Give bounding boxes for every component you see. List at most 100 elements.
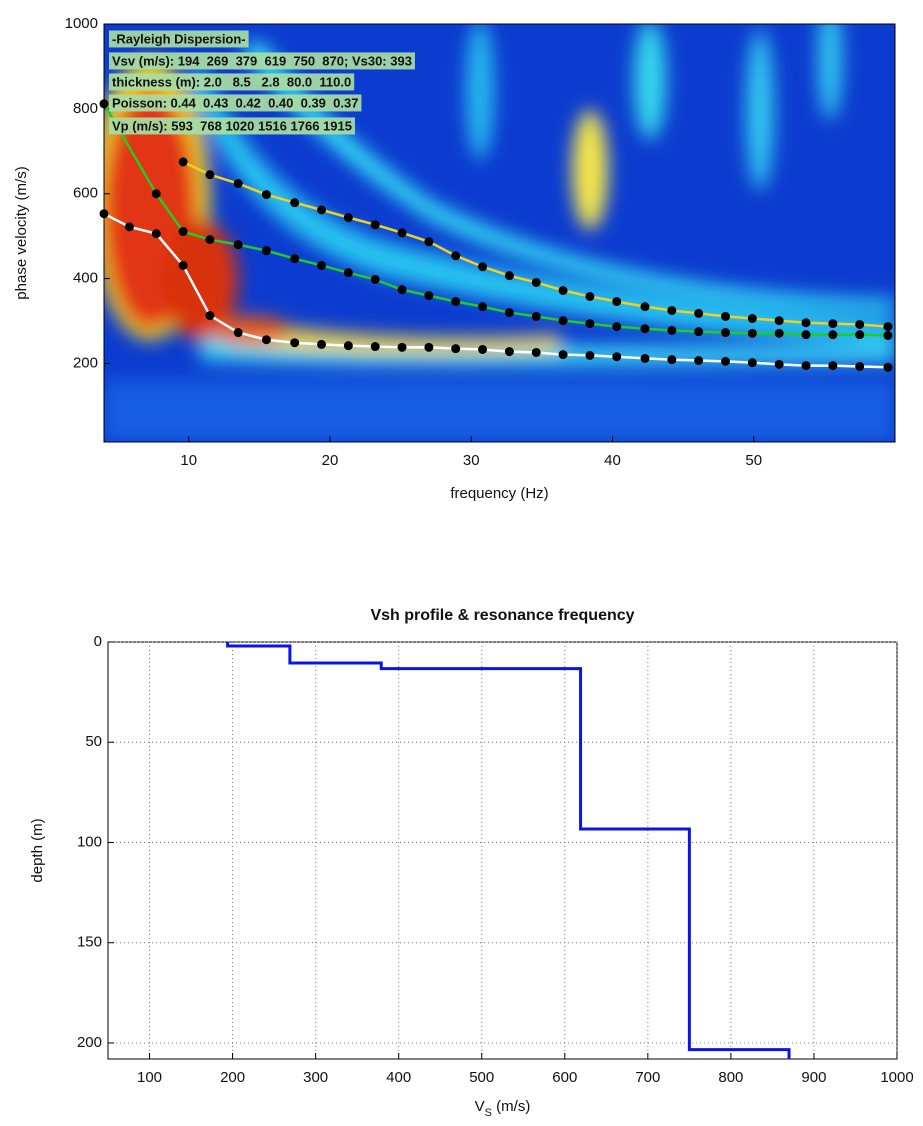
pick-point — [558, 350, 568, 360]
pick-point — [99, 99, 109, 109]
pick-point — [612, 297, 622, 307]
pick-point — [370, 220, 380, 230]
pick-point — [558, 286, 568, 296]
y-tick-label: 200 — [73, 354, 98, 371]
pick-point — [667, 305, 677, 315]
pick-point — [451, 297, 461, 307]
pick-point — [343, 268, 353, 278]
pick-point — [612, 352, 622, 362]
pick-point — [317, 260, 327, 270]
annotation: Vp (m/s): 593 768 1020 1516 1766 1915 — [112, 118, 352, 133]
pick-point — [451, 344, 461, 354]
pick-point — [178, 227, 188, 237]
x-tick-label: 600 — [552, 1069, 577, 1086]
x-tick-label: 30 — [463, 452, 480, 469]
pick-point — [774, 328, 784, 338]
x-tick-label: 700 — [635, 1069, 660, 1086]
pick-point — [747, 328, 757, 338]
pick-point — [151, 189, 161, 199]
plot-frame — [103, 23, 896, 443]
annotation-bg — [109, 73, 355, 91]
pick-point — [290, 338, 300, 348]
pick-point — [774, 359, 784, 369]
pick-point — [205, 235, 215, 245]
x-axis-label-part: (m/s) — [492, 1098, 530, 1115]
pick-point — [370, 274, 380, 284]
pick-point — [640, 353, 650, 363]
plot-frame — [107, 641, 898, 1060]
pick-point — [205, 170, 215, 180]
pick-point — [531, 311, 541, 321]
x-tick-label: 50 — [745, 452, 762, 469]
pick-point — [317, 205, 327, 215]
pick-point — [721, 311, 730, 321]
pick-point — [178, 260, 188, 270]
dispersion-chart: 10 20 30 40 50 200 400 600 800 1000 frequency (Hz)… — [13, 15, 893, 502]
pick-point — [828, 361, 838, 371]
pick-point — [397, 228, 407, 238]
pick-point — [343, 213, 353, 223]
pick-point — [828, 319, 838, 329]
pick-point — [585, 350, 595, 360]
pick-point — [233, 240, 243, 250]
x-axis-label: frequency (Hz) — [450, 485, 548, 502]
chart-title: Vsh profile & resonance frequency — [370, 607, 634, 624]
pick-point — [451, 251, 461, 261]
pick-point — [205, 311, 215, 321]
pick-point — [397, 342, 407, 352]
x-tick-label: 400 — [386, 1069, 411, 1086]
pick-point — [585, 319, 595, 329]
y-tick-label: 400 — [73, 270, 98, 287]
pick-point — [774, 316, 784, 326]
pick-point — [694, 356, 704, 366]
x-tick-label: 300 — [303, 1069, 328, 1086]
annotation: -Rayleigh Dispersion- — [112, 31, 246, 46]
pick-point — [828, 330, 838, 340]
pick-point — [290, 254, 300, 264]
pick-point — [721, 328, 730, 338]
pick-point — [261, 246, 271, 256]
pick-point — [640, 302, 650, 312]
pick-point — [694, 327, 704, 337]
pick-point — [667, 325, 677, 335]
x-tick-label: 200 — [220, 1069, 245, 1086]
pick-point — [883, 362, 893, 372]
pick-point — [531, 277, 541, 287]
pick-point — [640, 324, 650, 334]
x-tick-label: 100 — [137, 1069, 162, 1086]
x-tick-label: 10 — [180, 452, 197, 469]
pick-point — [883, 330, 893, 340]
y-tick-label: 50 — [85, 733, 102, 750]
annotation-bg — [109, 117, 355, 135]
pick-point — [747, 358, 757, 368]
x-tick-label: 1000 — [880, 1069, 913, 1086]
pick-point — [124, 222, 134, 232]
pick-point — [667, 355, 677, 365]
profile-chart: 100 200 300 400 500 600 700 800 900 1000 0 50 100 150… — [29, 607, 914, 1119]
pick-point — [317, 339, 327, 349]
pick-point — [855, 361, 865, 371]
x-axis-label: VS (m/s) — [475, 1098, 531, 1119]
annotation: Vsv (m/s): 194 269 379 619 750 870; Vs30… — [112, 53, 412, 68]
pick-point — [801, 330, 811, 340]
pick-point — [801, 318, 811, 328]
pick-point — [612, 322, 622, 332]
x-tick-label: 40 — [604, 452, 621, 469]
pick-point — [721, 356, 730, 366]
y-tick-label: 600 — [73, 185, 98, 202]
x-axis-label-part: V — [475, 1098, 485, 1115]
pick-point — [178, 157, 188, 167]
pick-point — [855, 319, 865, 329]
x-tick-label: 20 — [322, 452, 339, 469]
pick-point — [478, 344, 488, 354]
pick-point — [233, 328, 243, 338]
pick-point — [504, 347, 514, 357]
pick-point — [558, 316, 568, 326]
pick-point — [261, 335, 271, 345]
pick-point — [694, 308, 704, 318]
annotation-bg — [109, 30, 249, 48]
pick-point — [233, 179, 243, 189]
pick-point — [424, 291, 434, 301]
pick-point — [397, 285, 407, 295]
